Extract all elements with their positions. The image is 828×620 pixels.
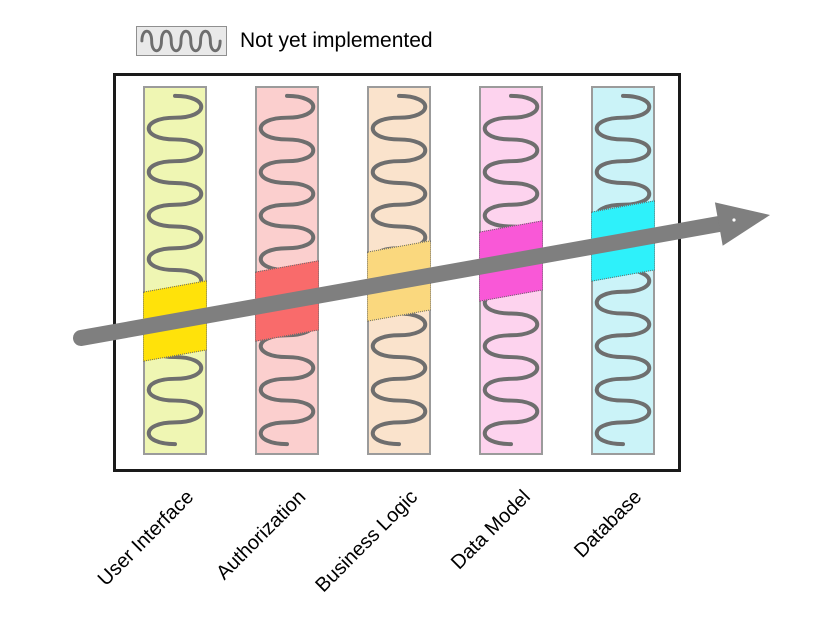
arrow-dot: [732, 218, 736, 222]
squiggle-icon: [146, 93, 204, 447]
layer-label-user-interface: User Interface: [94, 486, 199, 591]
implemented-slice-user-interface: [143, 280, 207, 362]
legend: Not yet implemented: [136, 26, 433, 56]
implemented-slice-authorization: [255, 260, 319, 342]
legend-label: Not yet implemented: [240, 29, 433, 52]
layer-label-data-model: Data Model: [446, 486, 535, 574]
arrow-head: [714, 202, 770, 246]
implemented-slice-data-model: [479, 220, 543, 302]
layer-label-database: Database: [570, 486, 647, 563]
squiggle-pattern-icon: [136, 26, 227, 56]
implemented-slice-database: [591, 200, 655, 282]
layer-label-authorization: Authorization: [212, 486, 311, 585]
implemented-slice-business-logic: [367, 240, 431, 322]
layer-label-business-logic: Business Logic: [311, 486, 423, 597]
layer-column-user-interface: [143, 86, 207, 455]
